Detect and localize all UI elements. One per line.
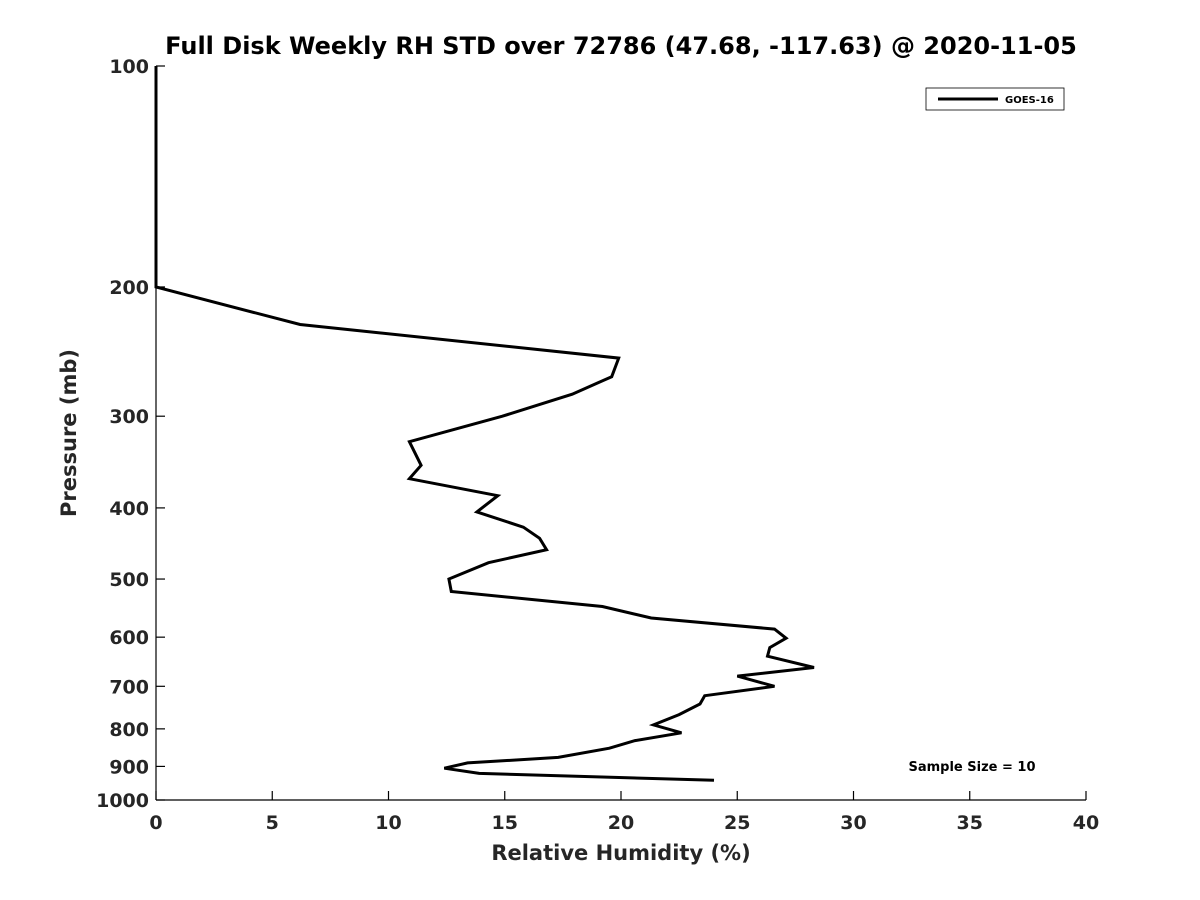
legend-label: GOES-16 [1005,95,1054,106]
x-tick-label: 0 [149,812,162,834]
y-axis-label: Pressure (mb) [57,349,81,517]
x-tick-label: 35 [957,812,983,834]
x-axis-ticks: 0 5 10 15 20 25 30 35 40 [149,791,1099,834]
x-tick-label: 20 [608,812,634,834]
y-tick-label: 100 [109,56,149,78]
y-tick-label: 600 [109,627,149,649]
series-group [154,66,815,782]
x-tick-label: 25 [724,812,750,834]
y-tick-label: 800 [109,719,149,741]
y-axis-ticks: 100 200 300 400 500 600 700 800 900 1000 [96,56,165,812]
plot-axes [155,66,1086,801]
y-tick-label: 500 [109,569,149,591]
sample-size-annotation: Sample Size = 10 [908,760,1035,775]
x-axis-label: Relative Humidity (%) [491,841,750,865]
y-tick-label: 300 [109,406,149,428]
x-tick-label: 15 [492,812,518,834]
x-tick-label: 5 [266,812,279,834]
y-tick-label: 900 [109,756,149,778]
y-tick-label: 1000 [96,790,149,812]
x-tick-label: 10 [375,812,401,834]
y-tick-label: 200 [109,277,149,299]
x-tick-label: 30 [840,812,866,834]
y-tick-label: 400 [109,498,149,520]
x-tick-label: 40 [1073,812,1099,834]
y-tick-label: 700 [109,676,149,698]
series-line-goes-16 [154,66,815,782]
chart-title: Full Disk Weekly RH STD over 72786 (47.6… [165,32,1077,60]
legend: GOES-16 [925,87,1065,111]
